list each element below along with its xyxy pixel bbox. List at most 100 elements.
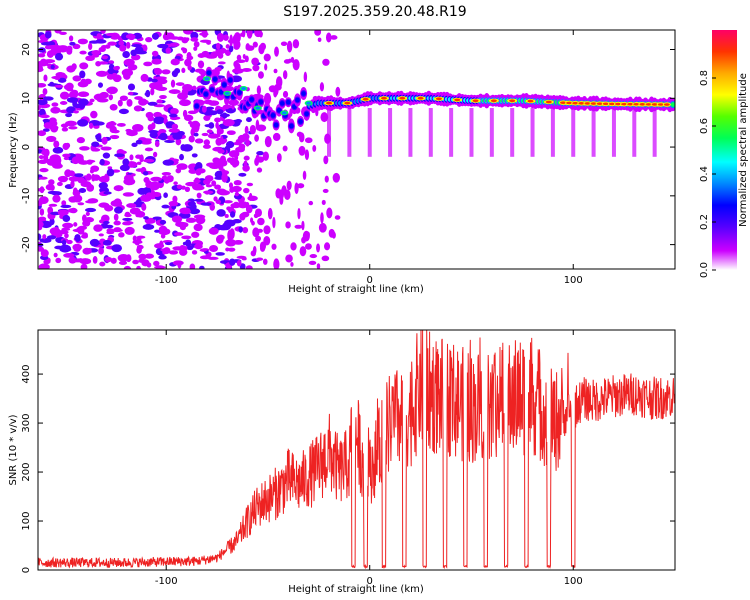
- heatmap-cell: [335, 86, 341, 97]
- heatmap-cell: [183, 30, 194, 35]
- heatmap-cell: [39, 237, 52, 243]
- snr-background: [38, 330, 675, 570]
- heatmap-cell: [164, 242, 173, 246]
- heatmap-cell: [273, 258, 280, 269]
- heatmap-cell: [132, 235, 137, 242]
- heatmap-cell: [91, 54, 100, 58]
- heatmap-cell: [130, 49, 137, 57]
- heatmap-cell: [236, 54, 242, 61]
- heatmap-cell: [97, 82, 103, 88]
- heatmap-cell: [234, 62, 241, 73]
- heatmap-cell: [222, 222, 232, 231]
- heatmap-cell: [314, 30, 322, 36]
- heatmap-cell: [312, 144, 317, 152]
- y-tick-label: -10: [21, 188, 32, 204]
- heatmap-cell: [118, 232, 125, 238]
- heatmap-streak: [489, 108, 494, 157]
- heatmap-cell: [203, 139, 211, 146]
- heatmap-cell: [334, 215, 341, 220]
- heatmap-cell: [54, 84, 64, 88]
- heatmap-cell: [114, 65, 120, 70]
- heatmap-cell: [113, 220, 121, 226]
- heatmap-cell: [216, 109, 224, 115]
- x-tick-label: -100: [155, 576, 178, 587]
- heatmap-cell: [153, 116, 165, 125]
- heatmap-cell: [117, 99, 123, 107]
- heatmap-cell: [273, 122, 279, 128]
- heatmap-cell: [38, 99, 48, 106]
- heatmap-cell: [318, 222, 327, 233]
- heatmap-cell: [90, 110, 98, 119]
- heatmap-cell: [186, 51, 192, 59]
- heatmap-cell: [301, 236, 306, 244]
- heatmap-cell: [322, 58, 330, 66]
- heatmap-cell: [263, 92, 272, 105]
- heatmap-cell: [173, 181, 178, 186]
- heatmap-cell: [215, 252, 225, 256]
- heatmap-cell: [223, 34, 229, 41]
- heatmap-cell: [257, 217, 265, 226]
- heatmap-cell: [283, 59, 291, 64]
- snr-x-ticks: -100 0 100: [155, 330, 583, 587]
- heatmap-cell: [216, 42, 221, 50]
- heatmap-cell: [296, 131, 303, 138]
- heatmap-cell: [193, 223, 203, 232]
- heatmap-cell: [106, 168, 115, 177]
- heatmap-cell: [118, 40, 125, 46]
- x-tick-label: 0: [367, 576, 373, 587]
- heatmap-cell: [110, 257, 117, 264]
- heatmap-cell: [241, 87, 247, 91]
- heatmap-cell: [602, 102, 609, 106]
- heatmap-cell: [193, 178, 201, 184]
- heatmap-cell: [224, 214, 229, 218]
- heatmap-cell: [275, 76, 283, 89]
- heatmap-cell: [151, 78, 158, 83]
- heatmap-cell: [215, 121, 219, 129]
- heatmap-cell: [59, 91, 70, 100]
- heatmap-cell: [196, 192, 202, 199]
- x-tick-label: -100: [155, 275, 178, 286]
- heatmap-cell: [153, 260, 160, 267]
- heatmap-cell: [201, 30, 208, 38]
- heatmap-cell: [203, 179, 211, 185]
- colorbar-tick-label: 0.4: [699, 166, 710, 182]
- colorbar-ticks: 0.0 0.2 0.4 0.6 0.8: [699, 70, 716, 278]
- heatmap-cell: [77, 225, 88, 230]
- heatmap-cell: [187, 201, 196, 207]
- heatmap-cell: [290, 262, 294, 267]
- heatmap-streak: [591, 108, 596, 157]
- heatmap-cell: [256, 167, 263, 173]
- heatmap-cell: [68, 35, 74, 42]
- heatmap-cell: [194, 185, 205, 191]
- heatmap-streak: [367, 108, 372, 157]
- heatmap-streak: [530, 108, 535, 157]
- heatmap-cell: [125, 41, 131, 49]
- heatmap-cell: [89, 122, 94, 129]
- heatmap-cell: [193, 46, 198, 51]
- heatmap-cell: [194, 30, 205, 33]
- heatmap-cell: [181, 208, 191, 215]
- heatmap-cell: [48, 117, 57, 124]
- heatmap-cell: [78, 160, 90, 165]
- heatmap-cell: [77, 119, 89, 127]
- heatmap-cell: [161, 69, 171, 75]
- heatmap-cell: [147, 115, 155, 122]
- heatmap-cell: [264, 63, 268, 71]
- y-tick-label: 20: [21, 43, 32, 56]
- heatmap-cell: [298, 119, 303, 124]
- heatmap-cell: [44, 31, 52, 39]
- heatmap-cell: [273, 68, 278, 74]
- heatmap-cell: [258, 44, 265, 55]
- heatmap-cell: [246, 30, 253, 39]
- heatmap-cell: [159, 94, 167, 100]
- heatmap-cell: [96, 33, 102, 38]
- heatmap-cell: [108, 94, 114, 101]
- heatmap-cell: [61, 239, 67, 246]
- heatmap-cell: [59, 101, 68, 105]
- heatmap-cell: [285, 221, 291, 229]
- heatmap-cell: [245, 117, 252, 123]
- heatmap-cell: [253, 213, 259, 219]
- heatmap-cell: [208, 100, 220, 106]
- heatmap-cell: [319, 82, 325, 92]
- heatmap-cell: [242, 164, 250, 172]
